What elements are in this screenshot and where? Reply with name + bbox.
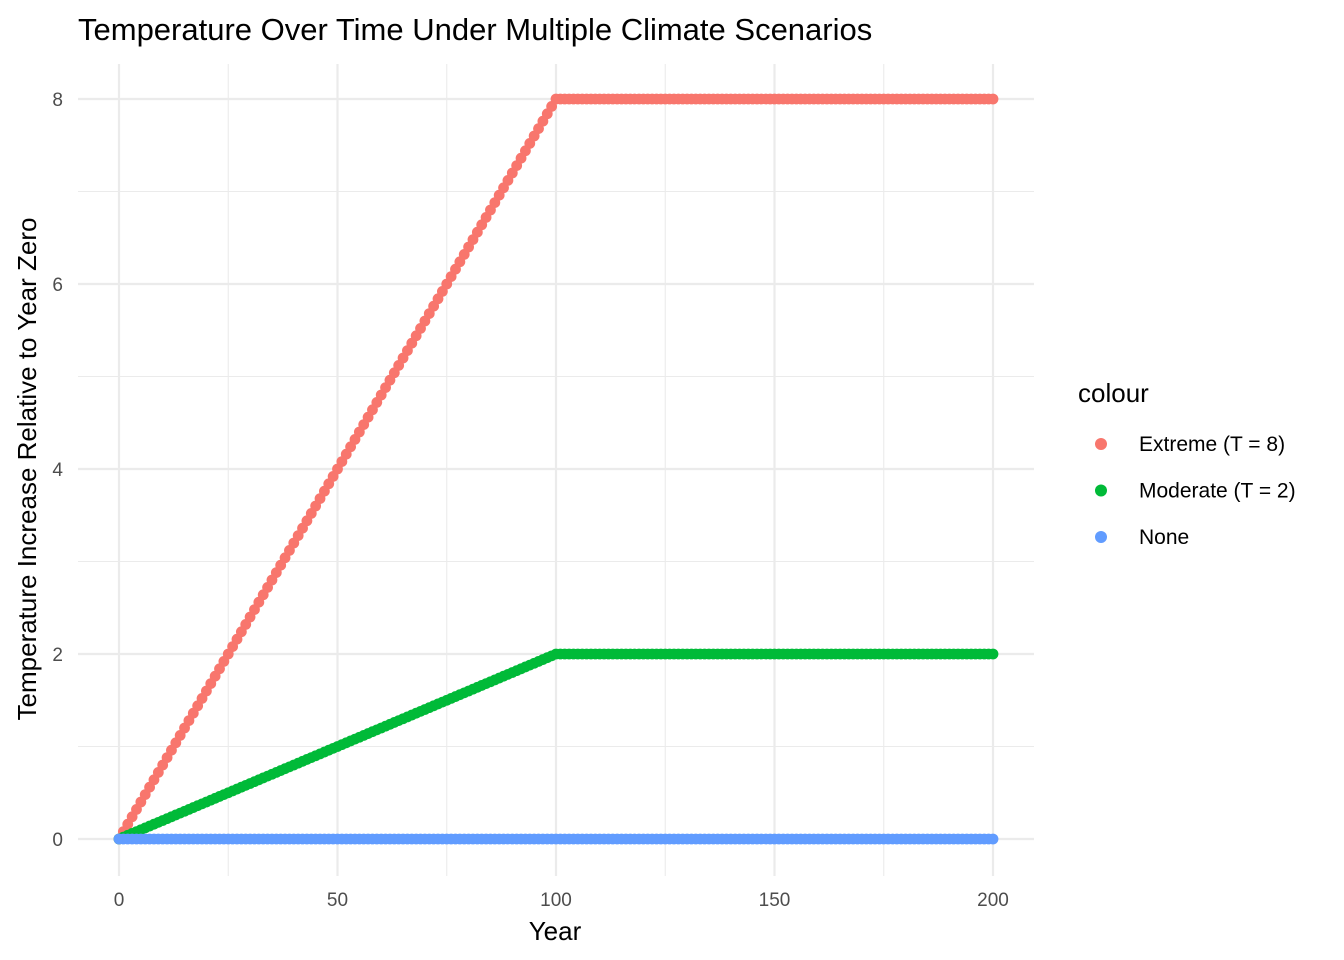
x-tick-label: 50 (327, 890, 348, 911)
series-extreme-t-8 (113, 93, 999, 845)
y-tick-label: 2 (52, 645, 63, 666)
y-tick-label: 4 (52, 460, 63, 481)
legend-title: colour (1078, 378, 1149, 408)
tick-labels: 0 50 100 150 200 0 2 4 6 8 (52, 90, 1008, 911)
y-tick-label: 0 (52, 830, 63, 851)
x-tick-label: 150 (759, 890, 791, 911)
x-tick-label: 0 (114, 890, 125, 911)
data-point (987, 648, 999, 660)
series-none (113, 833, 999, 845)
data-points (113, 93, 999, 845)
y-tick-label: 8 (52, 90, 63, 111)
x-tick-label: 100 (540, 890, 572, 911)
legend-label: Extreme (T = 8) (1139, 433, 1285, 456)
y-tick-label: 6 (52, 275, 63, 296)
data-point (987, 833, 999, 845)
y-axis-title: Temperature Increase Relative to Year Ze… (12, 218, 42, 721)
legend-key (1095, 531, 1107, 543)
legend: colour Extreme (T = 8) Moderate (T = 2) No… (1078, 378, 1296, 549)
grid (78, 64, 1034, 876)
data-point (987, 93, 999, 105)
x-tick-label: 200 (977, 890, 1009, 911)
x-axis-title: Year (529, 916, 582, 946)
chart-title: Temperature Over Time Under Multiple Cli… (78, 12, 872, 47)
legend-key (1095, 438, 1107, 450)
legend-label: None (1139, 526, 1189, 549)
legend-label: Moderate (T = 2) (1139, 480, 1296, 503)
series-moderate-t-2 (113, 648, 999, 845)
legend-key (1095, 484, 1107, 497)
